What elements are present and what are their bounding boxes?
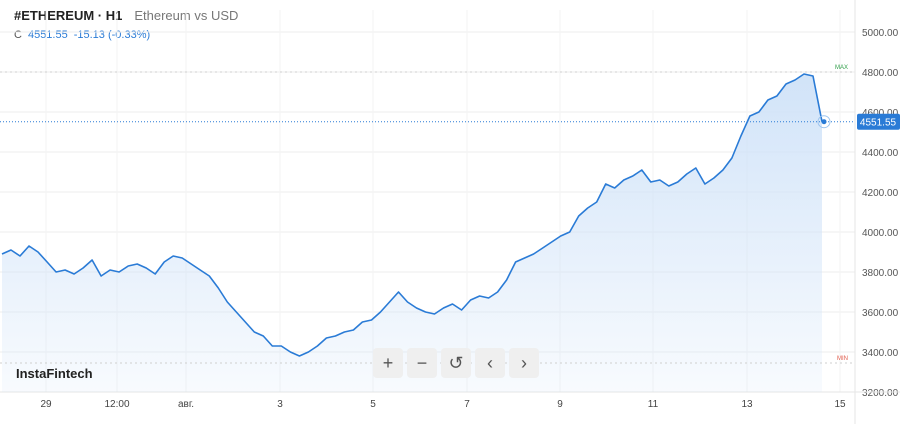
x-tick-label: 5 xyxy=(370,399,376,410)
last-price-label: 4551.55 xyxy=(860,118,897,129)
y-tick-label: 4800.00 xyxy=(862,68,899,79)
y-tick-label: 3200.00 xyxy=(862,388,899,399)
scroll-forward-button[interactable]: › xyxy=(509,348,539,378)
x-tick-label: 29 xyxy=(40,399,52,410)
last-price-dot xyxy=(821,119,827,125)
y-tick-label: 3800.00 xyxy=(862,268,899,279)
y-tick-label: 4400.00 xyxy=(862,148,899,159)
x-tick-label: 13 xyxy=(741,399,753,410)
scroll-back-button[interactable]: ‹ xyxy=(475,348,505,378)
x-tick-label: 15 xyxy=(834,399,846,410)
y-tick-label: 4000.00 xyxy=(862,228,899,239)
zoom-in-button[interactable]: + xyxy=(373,348,403,378)
x-tick-label: 7 xyxy=(464,399,470,410)
x-tick-label: 12:00 xyxy=(104,399,129,410)
zoom-out-button[interactable]: − xyxy=(407,348,437,378)
x-tick-label: 3 xyxy=(277,399,283,410)
y-tick-label: 5000.00 xyxy=(862,28,899,39)
max-label: MAX xyxy=(835,65,848,71)
x-tick-label: 11 xyxy=(648,399,659,410)
last-price-badge xyxy=(857,113,900,130)
chart-toolbar: + − ↺ ‹ › xyxy=(373,348,539,378)
reset-button[interactable]: ↺ xyxy=(441,348,471,378)
x-tick-label: авг. xyxy=(178,399,194,410)
min-label: MIN xyxy=(837,356,848,362)
price-line xyxy=(1,73,823,357)
y-tick-label: 4200.00 xyxy=(862,188,899,199)
x-tick-label: 9 xyxy=(557,399,563,410)
price-area xyxy=(2,74,822,392)
y-tick-label: 3600.00 xyxy=(862,308,899,319)
brand-logo: InstaFintech xyxy=(16,366,93,381)
symbol-label: #ETHEREUM · H1 xyxy=(14,8,123,23)
y-tick-label: 4600.00 xyxy=(862,108,899,119)
y-tick-label: 3400.00 xyxy=(862,348,899,359)
last-price-ring xyxy=(817,115,831,129)
close-label: C xyxy=(14,29,22,41)
